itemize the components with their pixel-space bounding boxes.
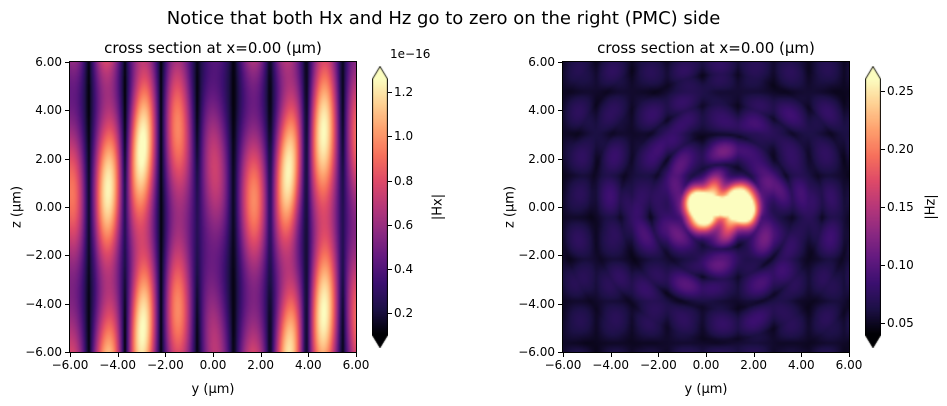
y-tick-label: 0.00 [35, 200, 62, 214]
x-tick-mark [753, 353, 755, 357]
colorbar-tick-mark [881, 90, 885, 92]
y-tick-label: −2.00 [25, 248, 62, 263]
y-tick-label: 0.00 [528, 200, 555, 214]
y-tick-mark [65, 303, 69, 305]
y-tick-mark [65, 207, 69, 208]
x-tick-label: 6.00 [835, 358, 863, 372]
colorbar-tick-label: 0.2 [394, 305, 414, 320]
x-axis-label-hx: y (µm) [191, 382, 235, 397]
colorbar-hx-canvas [372, 66, 388, 348]
colorbar-hz-canvas [865, 66, 881, 348]
x-tick-mark [849, 353, 850, 357]
colorbar-tick-label: 0.25 [887, 83, 914, 98]
colorbar-tick-mark [388, 180, 392, 182]
x-tick-label: −4.00 [592, 358, 630, 372]
x-tick-label: 0.00 [199, 358, 227, 372]
figure-title: Notice that both Hx and Hz go to zero on… [166, 8, 721, 29]
colorbar-tick-mark [881, 207, 885, 208]
y-tick-label: −4.00 [518, 296, 555, 311]
colorbar-tick-label: 0.15 [887, 200, 914, 214]
x-tick-label: 2.00 [740, 358, 768, 372]
y-tick-label: 4.00 [35, 103, 62, 118]
y-tick-mark [558, 158, 562, 160]
y-tick-label: 4.00 [528, 103, 555, 118]
x-tick-mark [801, 353, 803, 357]
colorbar-tick-label: 0.20 [887, 141, 914, 156]
heatmap-hx-canvas [69, 61, 357, 353]
y-tick-mark [558, 255, 562, 257]
x-axis-label-hz: y (µm) [684, 382, 728, 397]
colorbar-tick-mark [881, 265, 885, 267]
colorbar-tick-label: 0.8 [394, 173, 414, 188]
x-tick-mark [706, 353, 707, 357]
subplot-title-hz: cross section at x=0.00 (µm) [597, 39, 815, 57]
colorbar-tick-label: 0.05 [887, 316, 914, 331]
x-tick-mark [658, 353, 660, 357]
x-tick-mark [563, 353, 564, 357]
colorbar-tick-mark [881, 323, 885, 325]
colorbar-tick-label: 0.10 [887, 258, 914, 273]
subplot-hz: cross section at x=0.00 (µm) y (µm) z (µ… [493, 34, 947, 406]
colorbar-label-hx: |Hx| [430, 193, 446, 221]
x-tick-label: 0.00 [692, 358, 720, 372]
y-tick-label: −6.00 [25, 345, 62, 359]
subplot-title-hx: cross section at x=0.00 (µm) [104, 39, 322, 57]
x-tick-label: −2.00 [639, 358, 677, 372]
colorbar-tick-mark [388, 312, 392, 314]
x-tick-label: 6.00 [342, 358, 370, 372]
y-tick-label: 6.00 [528, 55, 555, 69]
x-tick-label: −2.00 [146, 358, 184, 372]
y-tick-mark [65, 352, 69, 353]
x-tick-label: −6.00 [51, 358, 89, 372]
y-tick-label: −4.00 [25, 296, 62, 311]
colorbar-tick-label: 1.2 [394, 85, 414, 100]
y-tick-mark [558, 110, 562, 112]
colorbar-tick-mark [388, 268, 392, 270]
x-tick-mark [117, 353, 119, 357]
x-tick-mark [610, 353, 612, 357]
x-tick-label: 4.00 [787, 358, 815, 372]
x-tick-mark [165, 353, 167, 357]
y-tick-mark [558, 352, 562, 353]
y-tick-mark [65, 158, 69, 160]
heatmap-hz-canvas [562, 61, 850, 353]
y-tick-label: 6.00 [35, 55, 62, 69]
y-tick-mark [65, 255, 69, 257]
subplot-hx: cross section at x=0.00 (µm) y (µm) z (µ… [0, 34, 470, 406]
x-tick-mark [70, 353, 71, 357]
x-tick-mark [356, 353, 357, 357]
y-tick-label: −2.00 [518, 248, 555, 263]
colorbar-label-hz: |Hz| [923, 194, 939, 220]
colorbar-tick-mark [388, 224, 392, 226]
x-tick-label: 2.00 [247, 358, 275, 372]
x-tick-label: 4.00 [294, 358, 322, 372]
colorbar-tick-mark [881, 148, 885, 150]
x-tick-mark [213, 353, 214, 357]
x-tick-label: −4.00 [99, 358, 137, 372]
x-tick-mark [260, 353, 262, 357]
y-tick-label: 2.00 [35, 151, 62, 166]
colorbar-tick-label: 1.0 [394, 129, 414, 144]
y-tick-mark [558, 207, 562, 208]
y-tick-mark [558, 303, 562, 305]
colorbar-tick-mark [388, 92, 392, 94]
y-tick-mark [65, 110, 69, 112]
x-tick-label: −6.00 [544, 358, 582, 372]
x-tick-mark [308, 353, 310, 357]
colorbar-offset-text-hx: 1e−16 [390, 47, 431, 61]
y-tick-label: −6.00 [518, 345, 555, 359]
colorbar-tick-label: 0.4 [394, 261, 414, 276]
y-tick-label: 2.00 [528, 151, 555, 166]
y-tick-mark [558, 62, 562, 63]
colorbar-tick-label: 0.6 [394, 217, 414, 232]
colorbar-tick-mark [388, 136, 392, 138]
y-tick-mark [65, 62, 69, 63]
